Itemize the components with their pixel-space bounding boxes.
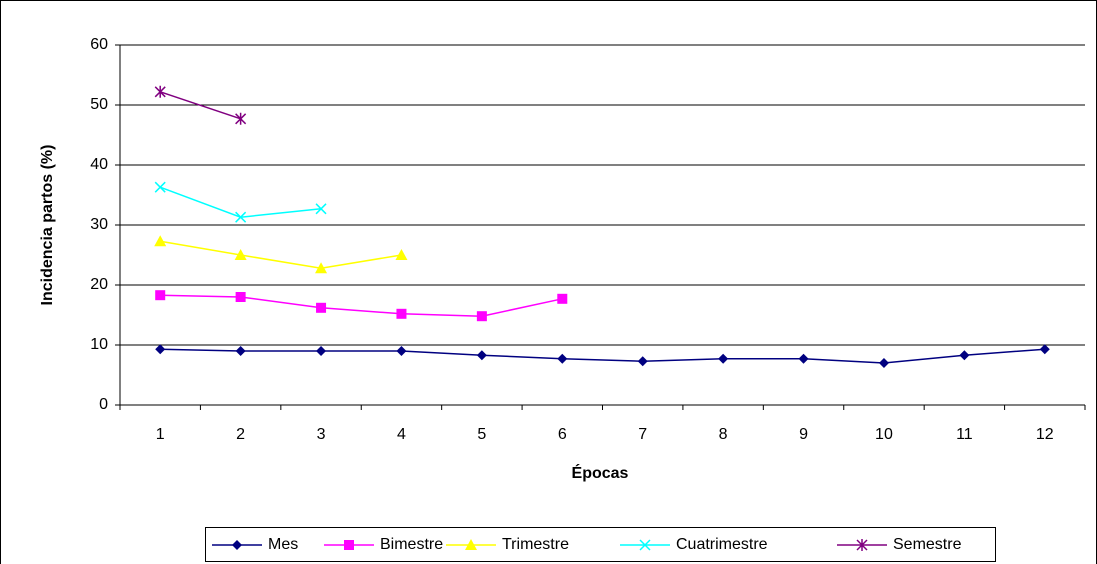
marker xyxy=(639,539,651,551)
x-tick-label: 7 xyxy=(638,426,647,443)
legend-label: Semestre xyxy=(893,536,962,553)
marker xyxy=(856,539,868,551)
y-tick-label: 20 xyxy=(90,276,108,293)
marker xyxy=(316,302,327,313)
marker xyxy=(155,290,166,301)
y-tick-label: 10 xyxy=(90,336,108,353)
marker xyxy=(396,308,407,319)
marker xyxy=(476,311,487,322)
legend-label: Cuatrimestre xyxy=(676,536,768,553)
marker xyxy=(718,353,729,364)
y-axis-title: Incidencia partos (%) xyxy=(39,145,56,306)
y-tick-label: 50 xyxy=(90,96,108,113)
marker xyxy=(316,346,327,356)
x-tick-label: 6 xyxy=(558,426,567,443)
series-line xyxy=(159,91,241,120)
marker xyxy=(315,262,328,274)
marker xyxy=(1039,344,1050,355)
x-tick-label: 2 xyxy=(236,426,245,443)
x-tick-label: 10 xyxy=(875,426,893,443)
marker xyxy=(154,85,166,98)
marker xyxy=(557,293,568,304)
x-tick-label: 1 xyxy=(156,426,165,443)
x-axis-title: Épocas xyxy=(572,463,629,482)
marker xyxy=(476,350,487,361)
x-tick-label: 3 xyxy=(317,426,326,443)
x-tick-label: 9 xyxy=(799,426,808,443)
marker xyxy=(154,181,166,193)
marker xyxy=(154,235,167,247)
marker xyxy=(465,539,477,550)
marker xyxy=(235,211,247,223)
y-tick-label: 30 xyxy=(90,216,108,233)
marker xyxy=(557,353,568,364)
marker xyxy=(395,249,408,260)
legend-label: Mes xyxy=(268,536,298,553)
marker xyxy=(232,540,242,550)
marker xyxy=(235,346,246,356)
marker xyxy=(878,358,889,368)
marker xyxy=(235,112,247,125)
marker xyxy=(798,353,809,364)
series-line xyxy=(160,348,1045,364)
marker xyxy=(344,540,354,550)
marker xyxy=(234,249,247,260)
x-tick-label: 8 xyxy=(719,426,728,443)
y-tick-label: 60 xyxy=(90,36,108,53)
marker xyxy=(637,356,648,367)
y-tick-label: 0 xyxy=(99,396,108,413)
x-tick-label: 5 xyxy=(477,426,486,443)
marker xyxy=(315,203,327,215)
x-tick-label: 11 xyxy=(956,426,973,443)
legend-label: Bimestre xyxy=(380,536,443,553)
series-line xyxy=(160,240,402,269)
marker xyxy=(396,346,407,356)
marker xyxy=(235,292,246,302)
x-tick-label: 12 xyxy=(1036,426,1054,443)
marker xyxy=(959,350,970,361)
x-tick-label: 4 xyxy=(397,426,406,443)
y-tick-label: 40 xyxy=(90,156,108,173)
marker xyxy=(155,344,166,355)
series-line xyxy=(160,294,563,317)
legend-label: Trimestre xyxy=(502,536,569,553)
